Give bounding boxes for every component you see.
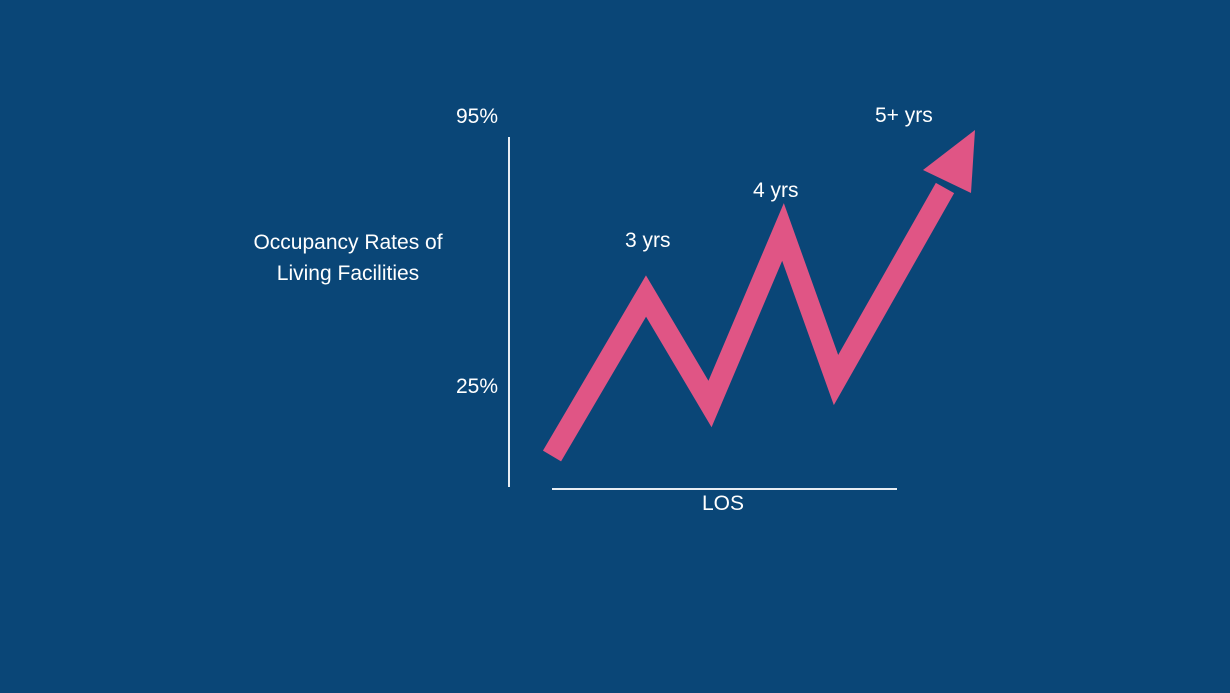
point-label-5-plus-yrs: 5+ yrs — [875, 104, 933, 127]
y-axis-title: Occupancy Rates of Living Facilities — [218, 227, 478, 289]
y-axis-title-line-1: Occupancy Rates of — [253, 231, 443, 254]
x-axis-title: LOS — [702, 492, 745, 515]
trend-arrowhead — [923, 130, 975, 193]
trend-line — [542, 182, 955, 462]
y-tick-label-top: 95% — [456, 105, 499, 128]
point-label-4-yrs: 4 yrs — [753, 179, 799, 202]
point-label-3-yrs: 3 yrs — [625, 229, 671, 252]
y-axis-title-line-2: Living Facilities — [276, 262, 420, 285]
y-tick-label-bottom: 25% — [456, 375, 499, 398]
